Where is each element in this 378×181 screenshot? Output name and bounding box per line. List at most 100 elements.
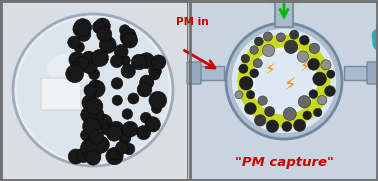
Circle shape <box>76 56 89 70</box>
Circle shape <box>66 65 84 83</box>
Circle shape <box>298 96 311 108</box>
Circle shape <box>122 121 138 137</box>
Circle shape <box>121 132 131 142</box>
Circle shape <box>313 108 322 117</box>
Text: ⚡: ⚡ <box>265 62 276 77</box>
Circle shape <box>99 36 116 53</box>
Circle shape <box>137 82 152 97</box>
FancyBboxPatch shape <box>196 66 224 80</box>
Circle shape <box>254 37 263 46</box>
Circle shape <box>149 91 167 109</box>
Circle shape <box>238 35 330 127</box>
Circle shape <box>303 111 311 120</box>
Circle shape <box>70 62 80 72</box>
Circle shape <box>108 121 124 136</box>
Circle shape <box>78 148 91 161</box>
Circle shape <box>88 69 100 80</box>
Circle shape <box>76 27 91 41</box>
FancyBboxPatch shape <box>188 67 191 79</box>
Circle shape <box>297 51 308 62</box>
Circle shape <box>308 58 319 70</box>
Circle shape <box>149 65 161 77</box>
FancyBboxPatch shape <box>1 1 187 180</box>
Circle shape <box>246 90 255 99</box>
Circle shape <box>83 117 101 135</box>
Circle shape <box>136 126 150 140</box>
Circle shape <box>112 95 122 105</box>
Circle shape <box>284 40 298 54</box>
Circle shape <box>97 27 112 42</box>
Circle shape <box>73 21 89 37</box>
Circle shape <box>84 84 96 97</box>
Ellipse shape <box>13 14 173 166</box>
Circle shape <box>327 70 335 78</box>
Circle shape <box>151 55 166 70</box>
Circle shape <box>119 133 130 144</box>
FancyBboxPatch shape <box>344 66 372 80</box>
Circle shape <box>250 46 258 54</box>
Circle shape <box>241 54 249 63</box>
Circle shape <box>81 107 97 123</box>
Circle shape <box>91 140 103 151</box>
Circle shape <box>290 30 299 39</box>
Text: PM in: PM in <box>176 17 208 27</box>
Circle shape <box>110 55 123 68</box>
Circle shape <box>239 64 248 73</box>
Circle shape <box>68 36 80 49</box>
Circle shape <box>299 35 309 45</box>
Circle shape <box>90 130 104 144</box>
Circle shape <box>122 28 136 42</box>
Circle shape <box>92 136 109 153</box>
Circle shape <box>109 148 121 160</box>
Circle shape <box>122 33 138 48</box>
Circle shape <box>68 149 83 164</box>
Circle shape <box>266 120 279 132</box>
Circle shape <box>88 107 104 123</box>
Circle shape <box>120 29 136 45</box>
Circle shape <box>263 32 273 41</box>
Circle shape <box>82 51 95 64</box>
Circle shape <box>294 119 306 131</box>
Circle shape <box>258 96 267 105</box>
Circle shape <box>276 33 285 42</box>
Circle shape <box>91 49 108 66</box>
Circle shape <box>235 91 243 99</box>
Circle shape <box>150 70 160 80</box>
Circle shape <box>253 59 262 68</box>
Circle shape <box>86 98 103 115</box>
Circle shape <box>325 86 335 96</box>
Circle shape <box>81 139 98 156</box>
Circle shape <box>284 108 296 120</box>
Circle shape <box>255 52 313 110</box>
Circle shape <box>69 52 85 68</box>
FancyBboxPatch shape <box>275 0 293 27</box>
Circle shape <box>119 25 130 35</box>
Circle shape <box>93 114 108 128</box>
Circle shape <box>82 144 94 156</box>
Circle shape <box>145 117 160 132</box>
Ellipse shape <box>47 53 95 83</box>
FancyBboxPatch shape <box>191 1 377 180</box>
Circle shape <box>89 80 102 93</box>
Circle shape <box>226 23 342 139</box>
Circle shape <box>309 90 318 98</box>
Circle shape <box>85 150 101 165</box>
Circle shape <box>93 21 105 33</box>
Circle shape <box>309 43 320 53</box>
Circle shape <box>313 72 327 86</box>
Circle shape <box>111 78 123 89</box>
Circle shape <box>106 125 122 141</box>
Circle shape <box>86 148 101 163</box>
Circle shape <box>122 109 133 119</box>
Text: "PM capture": "PM capture" <box>235 156 333 169</box>
Text: ⚡: ⚡ <box>300 58 310 73</box>
FancyBboxPatch shape <box>268 0 300 2</box>
Circle shape <box>90 136 108 154</box>
Ellipse shape <box>17 18 169 162</box>
Circle shape <box>88 80 105 97</box>
Circle shape <box>96 114 112 131</box>
Text: ⚡: ⚡ <box>284 77 296 95</box>
Circle shape <box>81 129 92 141</box>
Circle shape <box>114 45 128 58</box>
Circle shape <box>262 45 275 57</box>
